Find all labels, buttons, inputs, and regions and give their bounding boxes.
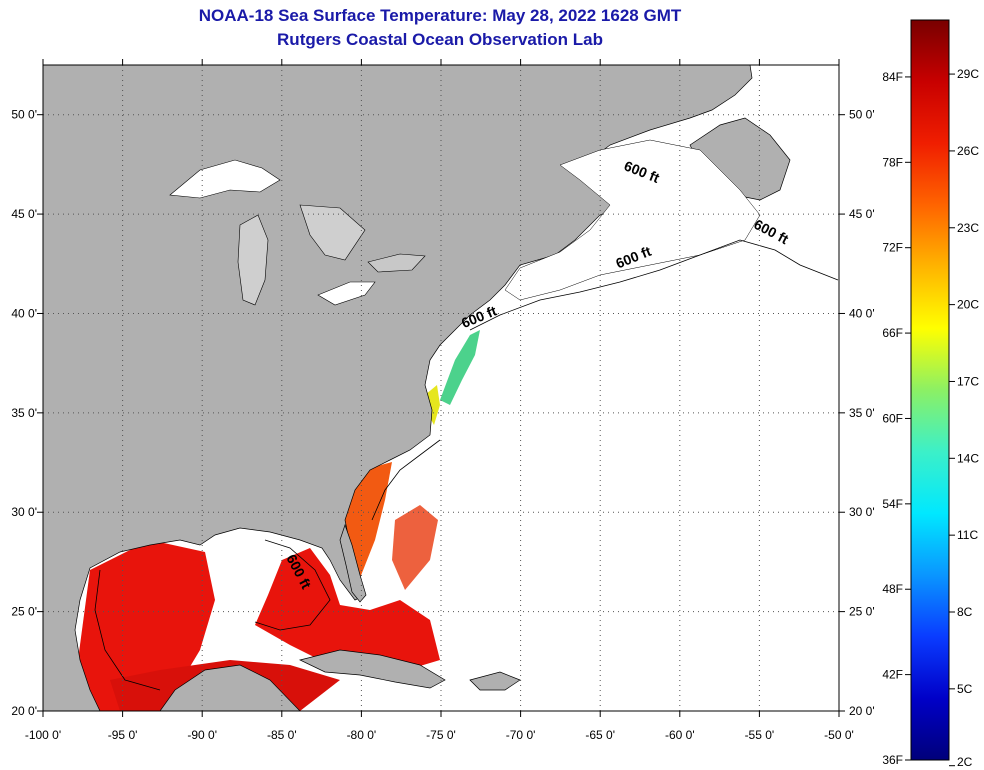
x-tick-label: -80 0' [347, 728, 377, 742]
isobath-line-southeast [371, 439, 441, 521]
colorbar-c-label: 17C [957, 374, 979, 388]
colorbar-c-label: 8C [957, 605, 973, 619]
y-tick-label-right: 35 0' [849, 406, 875, 420]
latitude-labels: 20 0' 20 0' 25 0' 25 0' 30 0' 30 0' 35 0' 35 0'… [11, 108, 874, 718]
x-tick-label: -85 0' [267, 728, 297, 742]
isobath-line-west-gulf [94, 569, 161, 691]
map-title: NOAA-18 Sea Surface Temperature: May 28,… [198, 6, 682, 25]
x-tick-label: -95 0' [108, 728, 138, 742]
y-tick-label-right: 40 0' [849, 306, 875, 320]
colorbar-c-label: 5C [957, 682, 973, 696]
colorbar-f-label: 72F [882, 241, 903, 255]
colorbar-f-label: 66F [882, 326, 903, 340]
y-tick-label: 35 0' [11, 406, 37, 420]
x-tick-label: -90 0' [187, 728, 217, 742]
axis-ticks [37, 59, 845, 717]
warm-water-layer [78, 462, 440, 711]
colorbar-c-label: 20C [957, 298, 979, 312]
colorbar-f-label: 42F [882, 668, 903, 682]
x-tick-label: -50 0' [824, 728, 854, 742]
colorbar-f-label: 54F [882, 497, 903, 511]
colorbar-c-label: 26C [957, 144, 979, 158]
y-tick-label-right: 30 0' [849, 505, 875, 519]
y-tick-label: 40 0' [11, 306, 37, 320]
colorbar-f-label: 84F [882, 70, 903, 84]
great-lakes [169, 159, 426, 306]
isobath-line-gulf [254, 539, 331, 631]
colorbar-f-label: 60F [882, 411, 903, 425]
map-subtitle: Rutgers Coastal Ocean Observation Lab [277, 30, 603, 49]
y-tick-label: 25 0' [11, 605, 37, 619]
x-tick-label: -65 0' [585, 728, 615, 742]
y-tick-label: 30 0' [11, 505, 37, 519]
colorbar-c-label: 29C [957, 67, 979, 81]
colorbar-c-label: 23C [957, 221, 979, 235]
colorbar-celsius-labels: 2C 5C 8C 11C 14C 17C 20C 23C 26C 29C [949, 67, 979, 769]
x-tick-label: -75 0' [426, 728, 456, 742]
x-tick-label: -60 0' [665, 728, 695, 742]
y-tick-label: 45 0' [11, 207, 37, 221]
y-tick-label: 50 0' [11, 108, 37, 122]
colorbar-f-label: 36F [882, 753, 903, 767]
colorbar-f-label: 78F [882, 155, 903, 169]
isobath-line-north [469, 239, 839, 331]
longitude-labels: -100 0' -95 0' -90 0' -85 0' -80 0' -75 0' -70… [25, 728, 854, 742]
y-tick-label-right: 25 0' [849, 605, 875, 619]
x-tick-label: -70 0' [506, 728, 536, 742]
y-tick-label-right: 20 0' [849, 704, 875, 718]
y-tick-label-right: 45 0' [849, 207, 875, 221]
colorbar-c-label: 2C [957, 755, 973, 769]
colorbar-c-label: 11C [957, 528, 978, 542]
colorbar-c-label: 14C [957, 451, 979, 465]
colorbar-fahrenheit-labels: 36F 42F 48F 54F 60F 66F 72F 78F 84F [882, 70, 911, 767]
colorbar-f-label: 48F [882, 582, 903, 596]
y-tick-label: 20 0' [11, 704, 37, 718]
temperature-colorbar [910, 19, 950, 761]
y-tick-label-right: 50 0' [849, 108, 875, 122]
x-tick-label: -55 0' [745, 728, 775, 742]
x-tick-label: -100 0' [25, 728, 61, 742]
